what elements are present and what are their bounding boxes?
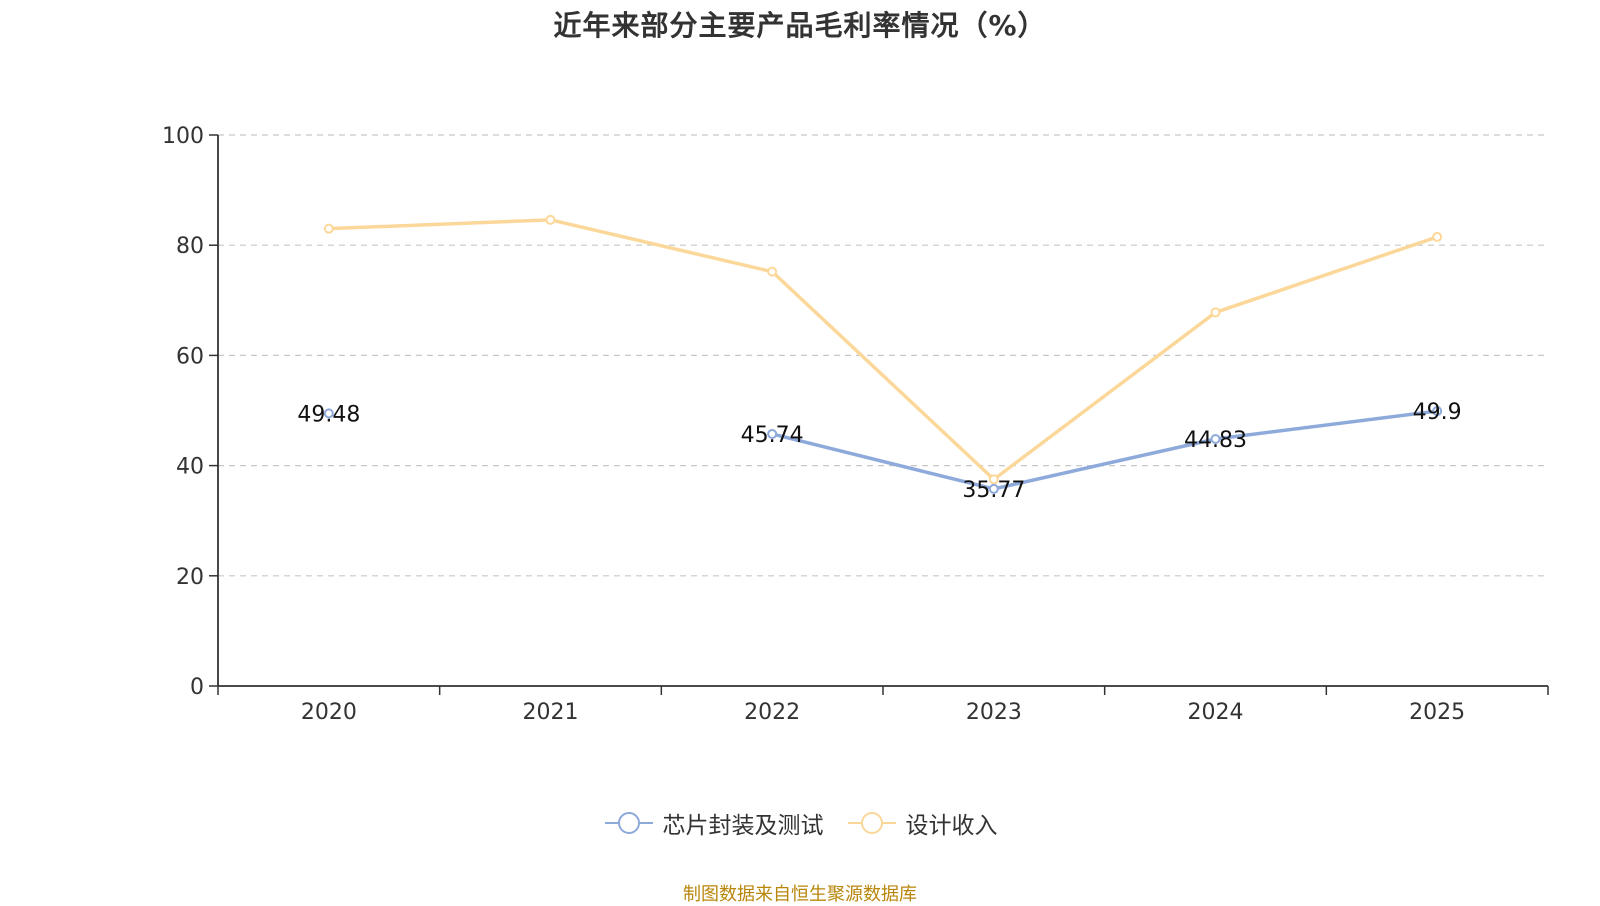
data-labels: 49.48 45.74 35.77 44.83 49.9 (297, 400, 1461, 503)
data-point-1-2022[interactable] (767, 266, 778, 277)
data-point-0-2023[interactable] (988, 483, 999, 494)
legend-marker-design-icon (847, 812, 896, 834)
axes: 0 20 40 60 80 100 2020 2021 2022 2023 2024 2025 (162, 124, 1549, 725)
legend-label-packaging: 芯片封装及测试 (662, 813, 824, 839)
data-point-1-2021[interactable] (545, 214, 556, 225)
data-point-1-2024[interactable] (1210, 307, 1221, 318)
data-point-0-2022[interactable] (767, 428, 778, 439)
y-tick-label: 60 (176, 344, 204, 369)
x-tick-label: 2020 (301, 700, 357, 725)
legend-item-design[interactable]: 设计收入 (846, 806, 998, 840)
grid-lines (218, 134, 1548, 577)
y-tick-label: 0 (190, 675, 204, 700)
data-point-1-2025[interactable] (1432, 231, 1443, 242)
data-label-0-2024: 44.83 (1184, 428, 1247, 453)
legend: 芯片封装及测试 设计收入 (0, 806, 1600, 840)
x-tick-label: 2021 (523, 700, 579, 725)
series-line-0 (771, 409, 1438, 491)
data-point-0-2020[interactable] (323, 408, 334, 419)
x-tick-label: 2024 (1188, 700, 1244, 725)
data-point-0-2025[interactable] (1432, 406, 1443, 417)
series-line-1 (328, 218, 1438, 482)
data-label-0-2022: 45.74 (741, 423, 804, 448)
legend-marker-packaging-icon (604, 812, 653, 834)
legend-item-packaging[interactable]: 芯片封装及测试 (603, 806, 824, 840)
y-tick-label: 100 (162, 124, 204, 149)
data-point-0-2024[interactable] (1210, 433, 1221, 444)
legend-label-design: 设计收入 (905, 813, 998, 839)
data-point-1-2023[interactable] (988, 474, 999, 485)
x-tick-label: 2022 (744, 700, 800, 725)
chart-title: 近年来部分主要产品毛利率情况（%） (553, 9, 1047, 42)
x-tick-label: 2025 (1409, 700, 1465, 725)
y-tick-label: 20 (176, 565, 204, 590)
y-tick-label: 80 (176, 234, 204, 259)
data-label-0-2023: 35.77 (962, 478, 1025, 503)
data-label-0-2025: 49.9 (1413, 400, 1462, 425)
series-lines (323, 214, 1443, 494)
y-tick-label: 40 (176, 455, 204, 480)
x-tick-label: 2023 (966, 700, 1022, 725)
data-label-0-2020: 49.48 (297, 402, 360, 427)
data-point-1-2020[interactable] (323, 223, 334, 234)
source-note: 制图数据来自恒生聚源数据库 (683, 884, 917, 905)
